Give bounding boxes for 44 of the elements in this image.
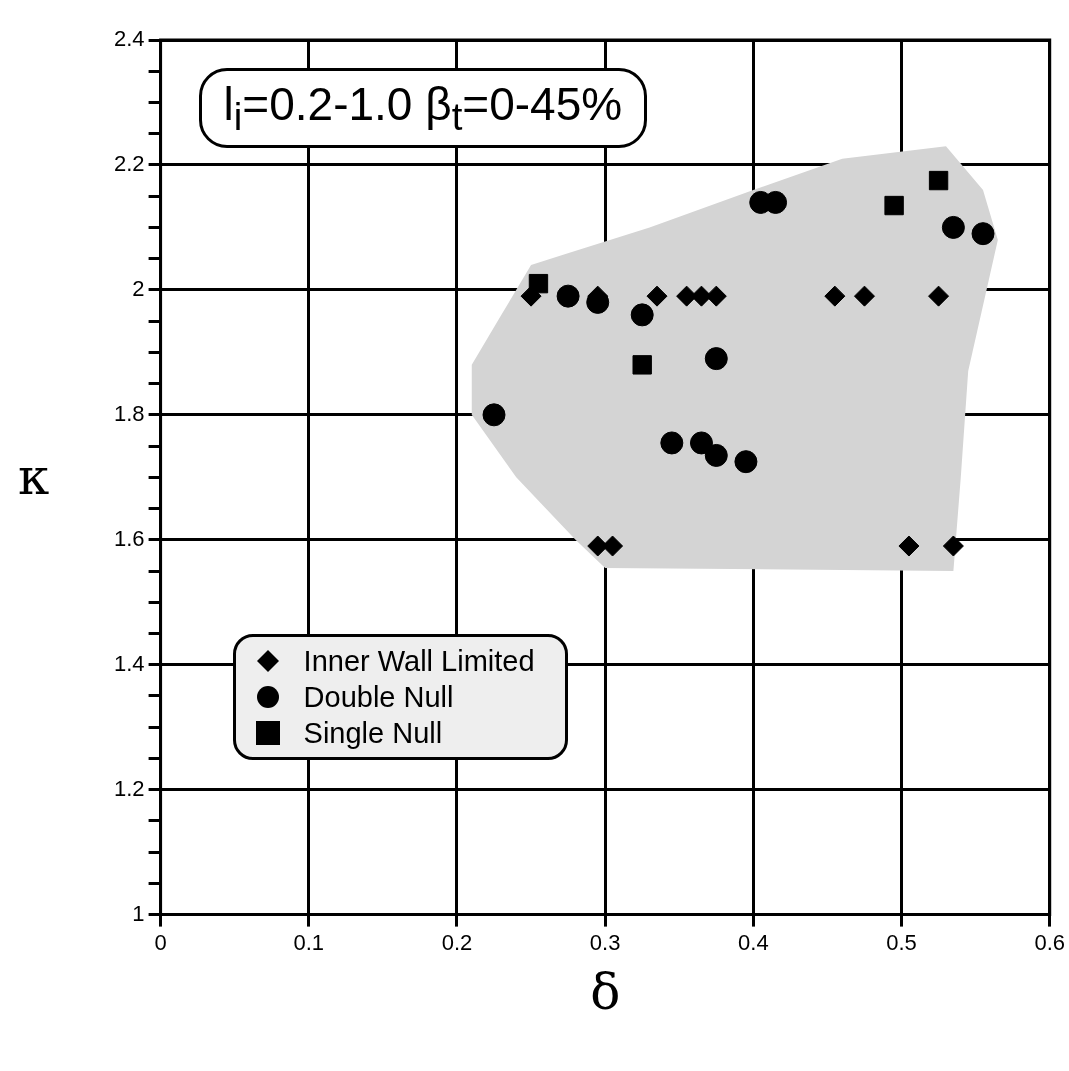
point <box>928 285 950 307</box>
x-tick-label: 0.6 <box>1034 929 1066 955</box>
point <box>942 535 964 557</box>
point <box>928 170 949 191</box>
y-tick-label: 1.2 <box>113 775 145 801</box>
x-axis-title: δ <box>590 962 621 1021</box>
x-tick-label: 0 <box>154 929 167 955</box>
x-tick-label: 0.5 <box>886 929 917 955</box>
point <box>630 303 654 327</box>
y-tick-label: 2.4 <box>113 26 145 52</box>
point <box>884 195 904 216</box>
point <box>482 403 506 427</box>
point <box>689 431 713 455</box>
x-tick-label: 0.2 <box>441 929 473 955</box>
y-tick-label: 1.4 <box>113 650 145 676</box>
y-tick-label: 1 <box>132 900 145 926</box>
x-tick-label: 0.1 <box>293 929 325 955</box>
y-tick-label: 2 <box>132 275 145 301</box>
point <box>734 450 758 474</box>
point <box>704 443 728 467</box>
point <box>660 431 684 455</box>
point <box>824 285 846 307</box>
point <box>520 285 542 307</box>
x-tick-label: 0.4 <box>738 929 769 955</box>
text: l$_{i}$=0.2-1.0 β$_{t}$=0-45% <box>198 68 648 149</box>
legend-label: Double Null <box>303 679 454 715</box>
x-tick-label: 0.3 <box>589 929 621 955</box>
point <box>556 284 580 308</box>
y-tick-label: 2.2 <box>113 151 145 177</box>
point <box>898 535 920 557</box>
legend-label: Single Null <box>303 715 443 751</box>
point <box>602 535 624 557</box>
point <box>646 285 668 307</box>
point <box>704 347 728 371</box>
point <box>941 215 965 239</box>
point <box>971 222 995 246</box>
y-tick-label: 1.6 <box>113 525 145 551</box>
y-axis-title: κ <box>18 448 50 507</box>
point <box>705 285 727 307</box>
point <box>690 285 712 307</box>
y-tick-label: 1.8 <box>113 400 145 426</box>
point <box>632 355 652 375</box>
legend-label: Inner Wall Limited <box>303 643 535 679</box>
point <box>853 285 875 307</box>
